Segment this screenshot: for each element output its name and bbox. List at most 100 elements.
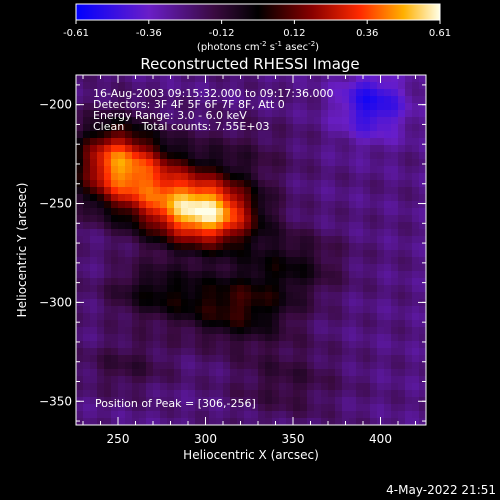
heatmap-cell [398, 306, 406, 314]
heatmap-cell [111, 418, 119, 426]
heatmap-cell [356, 348, 364, 356]
heatmap-cell [356, 299, 364, 307]
heatmap-cell [370, 257, 378, 265]
heatmap-cell [118, 222, 126, 230]
heatmap-cell [216, 145, 224, 153]
heatmap-cell [195, 334, 203, 342]
heatmap-cell [419, 397, 427, 405]
heatmap-cell [237, 89, 245, 97]
heatmap-cell [139, 201, 147, 209]
heatmap-cell [237, 383, 245, 391]
heatmap-cell [244, 376, 252, 384]
heatmap-cell [356, 124, 364, 132]
heatmap-cell [321, 264, 329, 272]
heatmap-cell [335, 201, 343, 209]
heatmap-cell [181, 236, 189, 244]
heatmap-cell [398, 264, 406, 272]
heatmap-cell [258, 264, 266, 272]
heatmap-cell [223, 89, 231, 97]
heatmap-cell [265, 278, 273, 286]
heatmap-cell [174, 264, 182, 272]
heatmap-cell [356, 411, 364, 419]
heatmap-cell [160, 110, 168, 118]
heatmap-cell [377, 117, 385, 125]
heatmap-cell [174, 355, 182, 363]
heatmap-cell [293, 180, 301, 188]
heatmap-cell [223, 103, 231, 111]
heatmap-cell [307, 110, 315, 118]
heatmap-cell [272, 264, 280, 272]
heatmap-cell [377, 82, 385, 90]
heatmap-cell [314, 397, 322, 405]
heatmap-cell [209, 236, 217, 244]
heatmap-cell [125, 75, 133, 83]
heatmap-cell [286, 124, 294, 132]
heatmap-cell [160, 96, 168, 104]
heatmap-cell [391, 117, 399, 125]
heatmap-cell [111, 313, 119, 321]
heatmap-cell [230, 320, 238, 328]
heatmap-cell [377, 264, 385, 272]
heatmap-cell [258, 229, 266, 237]
heatmap-cell [244, 243, 252, 251]
heatmap-cell [328, 75, 336, 83]
colorbar-tick-label: -0.12 [209, 28, 235, 39]
heatmap-cell [356, 82, 364, 90]
heatmap-cell [307, 250, 315, 258]
heatmap-cell [160, 299, 168, 307]
heatmap-cell [405, 173, 413, 181]
heatmap-cell [139, 138, 147, 146]
heatmap-cell [83, 117, 91, 125]
heatmap-cell [398, 215, 406, 223]
heatmap-cell [97, 215, 105, 223]
heatmap-cell [307, 82, 315, 90]
heatmap-cell [132, 208, 140, 216]
heatmap-cell [76, 75, 84, 83]
heatmap-cell [209, 264, 217, 272]
heatmap-cell [342, 236, 350, 244]
heatmap-cell [97, 341, 105, 349]
heatmap-cell [132, 201, 140, 209]
heatmap-cell [279, 292, 287, 300]
heatmap-cell [160, 397, 168, 405]
heatmap-cell [118, 292, 126, 300]
heatmap-cell [307, 271, 315, 279]
heatmap-cell [195, 383, 203, 391]
heatmap-cell [328, 411, 336, 419]
heatmap-cell [251, 243, 259, 251]
heatmap-cell [195, 397, 203, 405]
heatmap-cell [111, 236, 119, 244]
heatmap-cell [167, 229, 175, 237]
heatmap-cell [265, 397, 273, 405]
heatmap-cell [230, 215, 238, 223]
heatmap-cell [146, 257, 154, 265]
heatmap-cell [272, 131, 280, 139]
heatmap-cell [321, 397, 329, 405]
heatmap-cell [167, 299, 175, 307]
heatmap-cell [398, 173, 406, 181]
heatmap-cell [384, 313, 392, 321]
heatmap-cell [335, 355, 343, 363]
heatmap-cell [370, 250, 378, 258]
heatmap-cell [300, 264, 308, 272]
heatmap-cell [97, 243, 105, 251]
heatmap-cell [272, 376, 280, 384]
heatmap-cell [181, 82, 189, 90]
heatmap-cell [195, 243, 203, 251]
heatmap-cell [398, 180, 406, 188]
heatmap-cell [195, 306, 203, 314]
heatmap-cell [398, 131, 406, 139]
heatmap-cell [132, 145, 140, 153]
heatmap-cell [356, 278, 364, 286]
heatmap-cell [286, 348, 294, 356]
heatmap-cell [349, 418, 357, 426]
heatmap-cell [370, 334, 378, 342]
heatmap-cell [328, 278, 336, 286]
heatmap-cell [118, 390, 126, 398]
heatmap-cell [391, 327, 399, 335]
heatmap-cell [230, 75, 238, 83]
heatmap-cell [97, 383, 105, 391]
heatmap-cell [377, 96, 385, 104]
heatmap-cell [328, 152, 336, 160]
heatmap-cell [349, 306, 357, 314]
